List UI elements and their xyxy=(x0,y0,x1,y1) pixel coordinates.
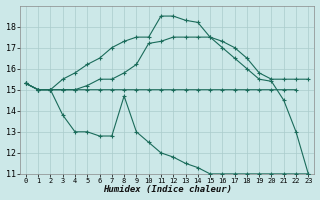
X-axis label: Humidex (Indice chaleur): Humidex (Indice chaleur) xyxy=(103,185,232,194)
